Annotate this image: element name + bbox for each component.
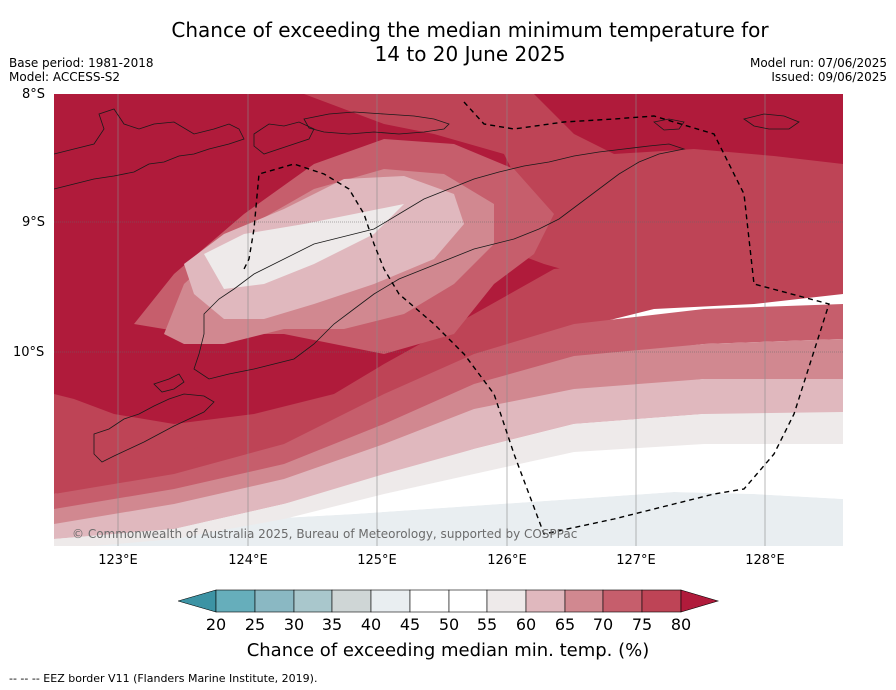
swatch-above-80 — [680, 589, 720, 613]
swatch-35-40 — [331, 589, 372, 613]
lon-label-128e: 128°E — [745, 553, 785, 568]
swatch-55-60 — [486, 589, 527, 613]
meta-left: Base period: 1981-2018 Model: ACCESS-S2 — [9, 56, 154, 84]
colorbar — [178, 589, 720, 613]
map-title: Chance of exceeding the median minimum t… — [0, 18, 896, 66]
colorbar-swatches — [178, 589, 720, 613]
tick-25: 25 — [244, 615, 266, 634]
model-run: Model run: 07/06/2025 — [749, 56, 887, 70]
tick-35: 35 — [321, 615, 343, 634]
coastline-timor — [193, 143, 686, 380]
title-line-1: Chance of exceeding the median minimum t… — [171, 18, 769, 42]
tick-45: 45 — [399, 615, 421, 634]
coastline-rote — [153, 373, 185, 393]
tick-40: 40 — [360, 615, 382, 634]
lon-label-127e: 127°E — [616, 553, 656, 568]
swatch-25-30 — [254, 589, 295, 613]
meridians — [117, 94, 766, 546]
coastline-sumba — [93, 393, 215, 463]
swatch-below-20 — [178, 589, 217, 613]
swatch-50-55 — [448, 589, 488, 613]
graticule — [54, 221, 843, 353]
probability-map — [54, 94, 843, 546]
meta-right: Model run: 07/06/2025 Issued: 09/06/2025 — [750, 56, 887, 84]
lon-label-125e: 125°E — [357, 553, 397, 568]
coastline-alor-island — [253, 121, 315, 155]
coastline-leti — [743, 113, 800, 130]
tick-60: 60 — [515, 615, 537, 634]
tick-65: 65 — [554, 615, 576, 634]
lat-label-8s: 8°S — [22, 87, 46, 102]
coastline-flores-alor — [54, 108, 245, 190]
tick-70: 70 — [592, 615, 614, 634]
issued-date: Issued: 09/06/2025 — [771, 70, 887, 84]
swatch-20-25 — [215, 589, 256, 613]
coastline-wetar — [303, 111, 450, 135]
colorbar-title: Chance of exceeding median min. temp. (%… — [246, 640, 650, 661]
lat-label-10s: 10°S — [13, 345, 45, 360]
band-40-45-patch — [594, 494, 843, 546]
band-55-60 — [54, 204, 843, 546]
swatch-65-70 — [564, 589, 604, 613]
swatch-60-65 — [525, 589, 566, 613]
copyright-credit: © Commonwealth of Australia 2025, Bureau… — [72, 527, 578, 541]
swatch-40-45 — [370, 589, 411, 613]
tick-75: 75 — [631, 615, 653, 634]
tick-20: 20 — [205, 615, 227, 634]
swatch-75-80 — [641, 589, 682, 613]
tick-30: 30 — [283, 615, 305, 634]
model-name: Model: ACCESS-S2 — [9, 70, 121, 84]
tick-55: 55 — [476, 615, 498, 634]
coastlines — [54, 108, 800, 463]
lat-label-9s: 9°S — [22, 215, 46, 230]
lon-label-124e: 124°E — [228, 553, 268, 568]
tick-80: 80 — [670, 615, 692, 634]
title-line-2: 14 to 20 June 2025 — [374, 42, 566, 66]
band-75-80 — [54, 94, 843, 489]
eez-footnote: -- -- -- EEZ border V11 (Flanders Marine… — [9, 672, 318, 685]
swatch-70-75 — [602, 589, 643, 613]
swatch-30-35 — [293, 589, 333, 613]
tick-50: 50 — [438, 615, 460, 634]
swatch-45-50 — [409, 589, 450, 613]
base-period: Base period: 1981-2018 — [9, 56, 154, 70]
eez-border — [243, 101, 830, 535]
lon-label-123e: 123°E — [98, 553, 138, 568]
lon-label-126e: 126°E — [487, 553, 527, 568]
coastline-kisar — [653, 118, 685, 131]
